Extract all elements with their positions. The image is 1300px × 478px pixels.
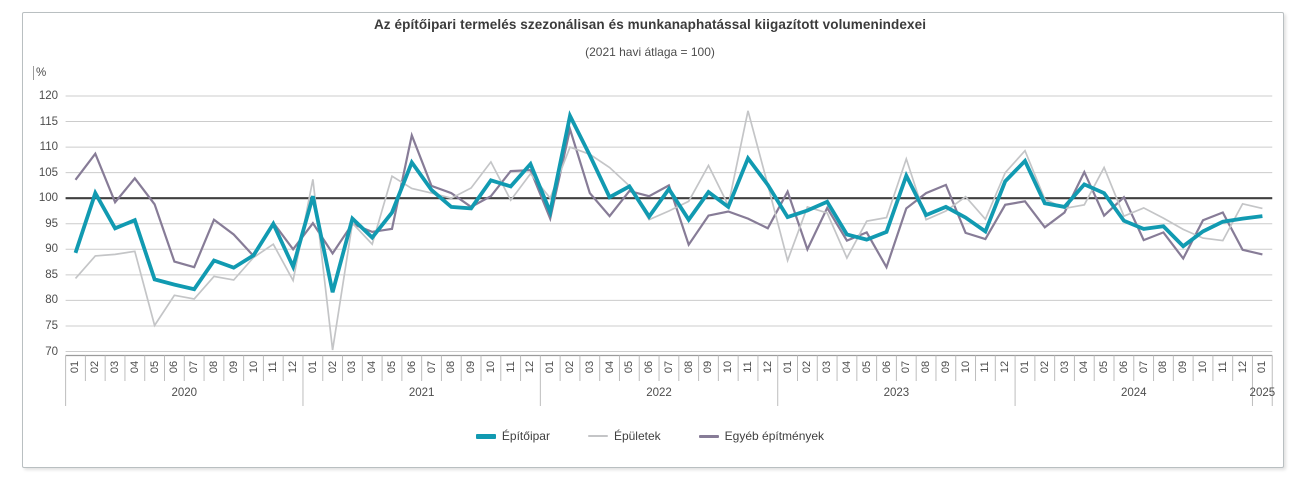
month-tick-label: 02 xyxy=(1038,360,1051,374)
month-tick-label: 09 xyxy=(227,360,240,374)
month-tick-label: 05 xyxy=(148,360,161,374)
month-tick-label: 04 xyxy=(603,360,616,374)
month-tick-label: 11 xyxy=(1216,361,1229,373)
month-tick-label: 03 xyxy=(1058,360,1071,374)
y-tick-label: 85 xyxy=(45,268,58,281)
month-tick-label: 02 xyxy=(801,360,814,374)
y-axis-unit-label: % xyxy=(33,66,46,80)
month-tick-label: 08 xyxy=(207,360,220,374)
y-tick-label: 90 xyxy=(45,243,58,256)
month-tick-label: 01 xyxy=(781,360,794,374)
month-tick-label: 03 xyxy=(583,360,596,374)
legend-item-epitoipar: Építőipar xyxy=(475,429,550,443)
legend-item-egyeb-epitmenyek: Egyéb építmények xyxy=(698,429,825,443)
legend-swatch-egyeb-epitmenyek xyxy=(698,434,719,438)
legend: Építőipar Épületek Egyéb építmények xyxy=(0,429,1300,443)
year-label: 2021 xyxy=(408,387,435,399)
axis-and-ticks xyxy=(65,354,1273,406)
year-label: 2020 xyxy=(171,387,198,399)
month-tick-label: 07 xyxy=(900,360,913,374)
legend-label-epuletek: Épületek xyxy=(613,429,661,443)
y-tick-label: 120 xyxy=(38,90,58,102)
y-tick-label: 75 xyxy=(45,319,58,332)
legend-label-egyeb-epitmenyek: Egyéb építmények xyxy=(724,429,825,443)
month-tick-label: 08 xyxy=(1157,360,1170,374)
month-tick-label: 02 xyxy=(564,360,576,374)
month-tick-label: 01 xyxy=(1256,360,1269,374)
month-tick-label: 08 xyxy=(920,360,933,374)
month-tick-label: 06 xyxy=(880,360,893,374)
month-tick-label: 06 xyxy=(643,360,656,374)
month-tick-label: 10 xyxy=(959,360,972,374)
month-tick-label: 12 xyxy=(761,360,774,374)
legend-swatch-epuletek xyxy=(587,434,608,438)
month-tick-label: 12 xyxy=(1236,360,1249,374)
month-tick-label: 07 xyxy=(188,360,201,374)
month-tick-label: 04 xyxy=(366,360,379,374)
month-tick-label: 02 xyxy=(89,360,102,374)
y-tick-label: 105 xyxy=(38,166,58,179)
month-tick-label: 12 xyxy=(287,360,300,374)
month-tick-label: 01 xyxy=(1018,360,1031,374)
y-tick-label: 70 xyxy=(45,345,58,358)
y-tick-label: 80 xyxy=(45,294,58,307)
chart-subtitle: (2021 havi átlaga = 100) xyxy=(585,45,715,59)
year-label: 2025 xyxy=(1249,387,1276,399)
month-tick-label: 05 xyxy=(860,360,873,374)
legend-swatch-epitoipar xyxy=(475,433,496,439)
month-tick-label: 11 xyxy=(504,361,517,373)
month-tick-label: 05 xyxy=(623,360,636,374)
month-tick-label: 08 xyxy=(682,360,695,374)
month-tick-label: 03 xyxy=(109,360,122,374)
chart-frame xyxy=(22,12,1284,468)
month-tick-label: 08 xyxy=(445,360,458,374)
month-tick-label: 01 xyxy=(306,360,319,374)
month-tick-label: 07 xyxy=(425,360,438,374)
month-tick-label: 09 xyxy=(939,360,952,374)
month-tick-label: 09 xyxy=(465,360,478,374)
month-tick-label: 10 xyxy=(484,360,497,374)
month-tick-label: 09 xyxy=(1177,360,1190,374)
year-label: 2024 xyxy=(1120,387,1147,399)
month-tick-label: 11 xyxy=(267,361,280,373)
month-tick-label: 06 xyxy=(168,360,181,374)
month-tick-label: 04 xyxy=(840,360,853,374)
gridlines xyxy=(65,95,1273,352)
month-tick-label: 06 xyxy=(405,360,418,374)
month-tick-label: 10 xyxy=(1197,360,1209,374)
month-tick-label: 06 xyxy=(1117,360,1130,374)
month-tick-label: 10 xyxy=(722,360,735,374)
month-tick-label: 01 xyxy=(69,360,82,374)
month-tick-label: 12 xyxy=(524,360,537,374)
data-series-lines xyxy=(73,110,1263,351)
month-tick-label: 07 xyxy=(662,360,675,374)
month-tick-label: 07 xyxy=(1137,360,1150,374)
month-tick-label: 11 xyxy=(979,361,992,373)
y-tick-label: 95 xyxy=(45,217,58,230)
month-tick-label: 03 xyxy=(821,360,834,374)
month-tick-label: 02 xyxy=(326,360,339,374)
year-label: 2023 xyxy=(883,387,910,399)
month-tick-label: 04 xyxy=(1078,360,1091,374)
month-tick-label: 01 xyxy=(544,360,557,374)
month-tick-label: 12 xyxy=(999,360,1012,374)
legend-label-epitoipar: Építőipar xyxy=(501,429,550,443)
month-tick-label: 05 xyxy=(385,360,398,374)
month-tick-label: 05 xyxy=(1098,360,1111,374)
chart-title: Az építőipari termelés szezonálisan és m… xyxy=(373,17,927,32)
legend-item-epuletek: Épületek xyxy=(587,429,661,443)
month-tick-label: 04 xyxy=(128,360,141,374)
month-tick-label: 11 xyxy=(742,361,755,373)
y-tick-label: 100 xyxy=(38,192,58,205)
y-tick-label: 115 xyxy=(39,115,58,128)
year-label: 2022 xyxy=(646,387,672,399)
y-tick-label: 110 xyxy=(39,141,58,154)
month-tick-label: 09 xyxy=(702,360,715,374)
month-tick-label: 10 xyxy=(247,360,260,374)
month-tick-label: 03 xyxy=(346,360,359,374)
